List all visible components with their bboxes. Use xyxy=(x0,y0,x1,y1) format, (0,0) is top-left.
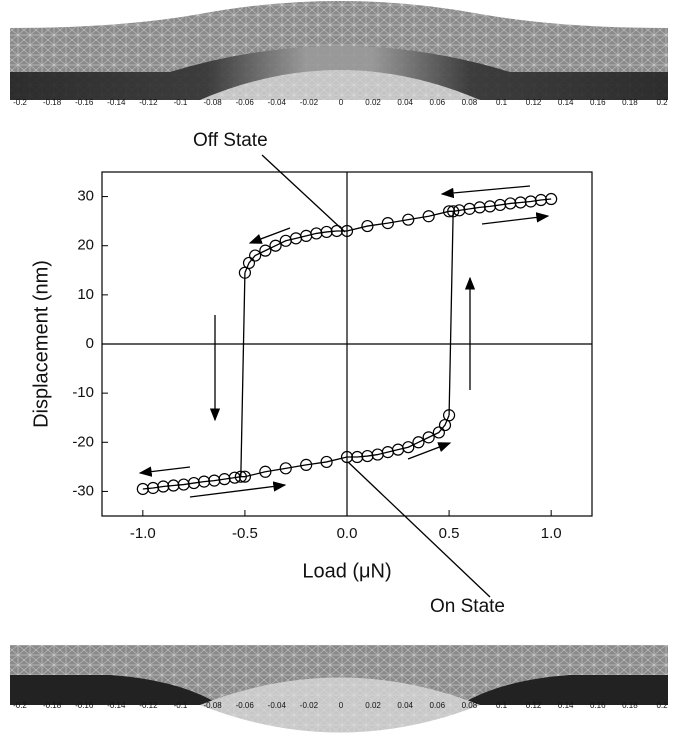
mesh-axis-label: -0.14 xyxy=(107,98,126,107)
x-tick-label: -1.0 xyxy=(130,525,156,542)
jump-line xyxy=(241,273,245,477)
x-tick-label: 1.0 xyxy=(541,525,562,542)
annotation-line xyxy=(262,155,345,232)
y-tick-label: 10 xyxy=(77,286,94,303)
top-mesh-image xyxy=(10,1,668,100)
x-tick-label: -0.5 xyxy=(232,525,258,542)
x-tick-label: 0.5 xyxy=(439,525,460,542)
mesh-axis-label: 0.18 xyxy=(622,98,638,107)
mesh-axis-label: -0.08 xyxy=(203,98,222,107)
mesh-axis-label: -0.06 xyxy=(236,98,255,107)
mesh-axis-label: -0.18 xyxy=(43,701,62,710)
mesh-axis-label: 0.1 xyxy=(496,701,508,710)
mesh-axis-label: -0.16 xyxy=(75,98,94,107)
mesh-axis-label: 0.06 xyxy=(430,98,446,107)
arrows xyxy=(140,186,548,497)
mesh-axis-label: 0.08 xyxy=(462,701,478,710)
mesh-axis-label: -0.12 xyxy=(139,98,158,107)
mesh-axis-label: 0.12 xyxy=(526,701,542,710)
figure: Off State On State Load (μN) Displacemen… xyxy=(0,0,678,742)
y-tick-label: -10 xyxy=(72,384,94,401)
page: {"top_mesh": {"labels": ["-0.2","-0.18",… xyxy=(0,0,678,742)
x-axis-label: Load (μN) xyxy=(302,560,391,582)
mesh-axis-label: -0.1 xyxy=(174,98,188,107)
mesh-axis-label: -0.18 xyxy=(43,98,62,107)
mesh-axis-label: 0.14 xyxy=(558,701,574,710)
mesh-axis-label: -0.02 xyxy=(300,701,319,710)
mesh-axis-label: -0.2 xyxy=(13,98,27,107)
mesh-axis-label: 0.2 xyxy=(656,98,668,107)
mesh-axis-label: -0.08 xyxy=(203,701,222,710)
mesh-axis-label: 0.16 xyxy=(590,701,606,710)
mesh-axis-label: 0.12 xyxy=(526,98,542,107)
mesh-axis-label: 0.16 xyxy=(590,98,606,107)
mesh-axis-label: 0.14 xyxy=(558,98,574,107)
mesh-axis-label: -0.04 xyxy=(268,701,287,710)
mesh-axis-label: -0.2 xyxy=(13,701,27,710)
mesh-axis-label: -0.14 xyxy=(107,701,126,710)
mesh-axis-label: -0.16 xyxy=(75,701,94,710)
mesh-axis-label: 0.2 xyxy=(656,701,668,710)
mesh-axis-label: -0.02 xyxy=(300,98,319,107)
y-tick-label: 30 xyxy=(77,188,94,205)
mesh-axis-label: 0 xyxy=(339,701,344,710)
y-tick-label: -20 xyxy=(72,433,94,450)
mesh-axis-label: 0.08 xyxy=(462,98,478,107)
mesh-axis-label: 0.06 xyxy=(430,701,446,710)
y-tick-label: -30 xyxy=(72,482,94,499)
mesh-axis-label: -0.12 xyxy=(139,701,158,710)
mesh-axis-label: -0.04 xyxy=(268,98,287,107)
mesh-axis-label: 0.18 xyxy=(622,701,638,710)
mesh-axis-label: 0.04 xyxy=(397,701,413,710)
x-tick-label: 0.0 xyxy=(337,525,358,542)
mesh-axis-label: 0 xyxy=(339,98,344,107)
bottom-mesh-image xyxy=(10,645,668,733)
y-axis-label: Displacement (nm) xyxy=(30,260,52,428)
annotation: On State xyxy=(430,596,505,617)
mesh-axis-label: 0.02 xyxy=(365,701,381,710)
y-tick-label: 20 xyxy=(77,237,94,254)
mesh-axis-label: -0.1 xyxy=(174,701,188,710)
annotation: Off State xyxy=(193,130,268,151)
mesh-axis-label: 0.02 xyxy=(365,98,381,107)
jump-line xyxy=(449,211,453,415)
mesh-axis-label: 0.04 xyxy=(397,98,413,107)
mesh-axis-label: 0.1 xyxy=(496,98,508,107)
mesh-axis-label: -0.06 xyxy=(236,701,255,710)
y-tick-label: 0 xyxy=(86,335,94,352)
